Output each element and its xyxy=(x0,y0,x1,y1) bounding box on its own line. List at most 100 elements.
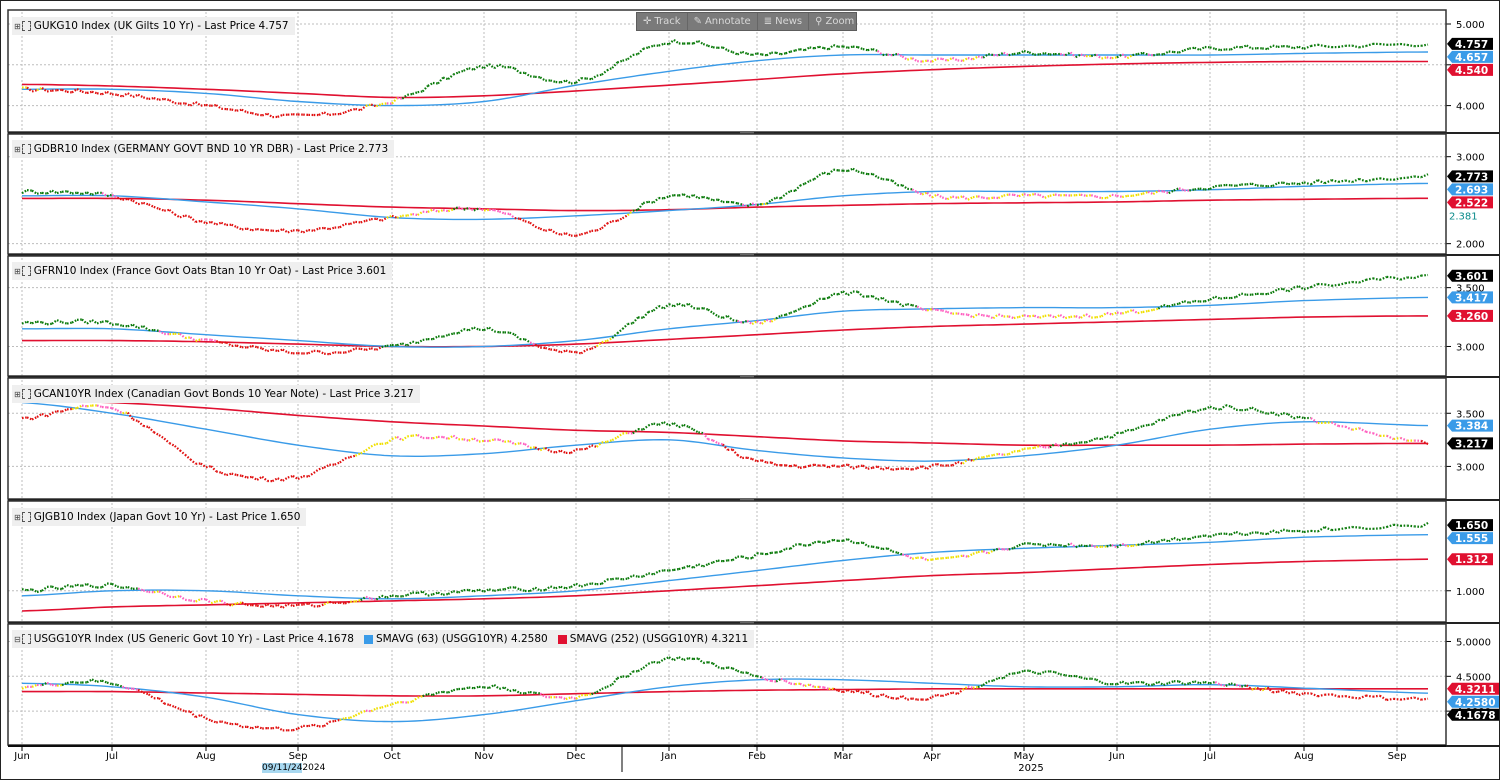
price-segment xyxy=(1310,43,1319,48)
zoom-button[interactable]: ⚲ Zoom xyxy=(809,13,860,30)
annotate-button[interactable]: ✎ Annotate xyxy=(688,13,758,30)
price-segment xyxy=(911,304,918,308)
price-segment xyxy=(1044,194,1051,199)
price-segment xyxy=(1241,292,1247,296)
zoom-label: Zoom xyxy=(825,16,855,27)
price-segment xyxy=(473,326,480,331)
value-label-last-bg xyxy=(1447,37,1493,50)
price-segment xyxy=(693,657,699,661)
panel-title-gfrn10[interactable]: ⊞ GFRN10 Index (France Govt Oats Btan 10… xyxy=(12,262,393,280)
panel-title-gukg10[interactable]: ⊞ GUKG10 Index (UK Gilts 10 Yr) - Last P… xyxy=(12,17,295,35)
price-segment xyxy=(946,56,953,62)
price-segment xyxy=(132,199,139,206)
price-segment xyxy=(663,656,670,661)
price-segment xyxy=(891,179,899,187)
select-box-icon[interactable] xyxy=(21,512,31,522)
select-box-icon[interactable] xyxy=(21,144,31,154)
annotate-label: Annotate xyxy=(704,16,751,27)
price-segment xyxy=(1049,193,1056,197)
price-segment xyxy=(637,428,644,431)
price-segment xyxy=(1085,194,1092,197)
price-segment xyxy=(1288,182,1294,186)
price-segment xyxy=(847,538,854,544)
price-segment xyxy=(205,598,212,605)
price-segment xyxy=(1331,283,1339,287)
select-box-icon[interactable] xyxy=(21,266,31,276)
price-segment xyxy=(339,601,346,605)
price-segment xyxy=(478,588,485,593)
price-segment xyxy=(590,74,598,81)
panel-resize-handle xyxy=(740,253,754,256)
highlight-date-year: 2024 xyxy=(302,763,326,773)
price-segment xyxy=(106,681,113,686)
price-segment xyxy=(887,695,893,700)
price-segment xyxy=(231,602,238,607)
price-segment xyxy=(473,685,480,690)
panel-title-gdbr10[interactable]: ⊞ GDBR10 Index (GERMANY GOVT BND 10 YR D… xyxy=(12,140,395,158)
price-segment xyxy=(1121,53,1128,60)
news-button[interactable]: ≣ News xyxy=(758,13,810,30)
news-icon: ≣ xyxy=(763,16,773,27)
price-segment xyxy=(794,307,801,313)
select-box-icon[interactable] xyxy=(21,634,31,644)
price-segment xyxy=(982,680,989,686)
price-segment xyxy=(360,595,367,602)
price-segment xyxy=(692,40,699,45)
price-segment xyxy=(931,557,938,561)
price-segment xyxy=(1142,681,1149,686)
price-segment xyxy=(601,685,608,691)
price-segment xyxy=(1199,187,1205,191)
price-segment xyxy=(41,586,48,592)
price-segment xyxy=(1049,542,1056,546)
price-segment xyxy=(1266,529,1274,536)
price-segment xyxy=(122,411,128,415)
collapse-icon[interactable]: ⊟ xyxy=(14,634,21,644)
panel-title-gcan10yr[interactable]: ⊞ GCAN10YR Index (Canadian Govt Bonds 10… xyxy=(12,385,420,403)
expand-icon[interactable]: ⊞ xyxy=(14,389,21,399)
price-segment xyxy=(663,195,670,200)
price-segment xyxy=(1178,187,1185,192)
price-segment xyxy=(163,437,171,444)
price-segment xyxy=(1188,680,1195,685)
expand-icon[interactable]: ⊞ xyxy=(14,512,21,522)
expand-icon[interactable]: ⊞ xyxy=(14,21,21,31)
price-segment xyxy=(447,434,454,440)
price-segment xyxy=(463,686,469,690)
price-segment xyxy=(1142,309,1149,314)
price-segment xyxy=(287,351,294,355)
price-segment xyxy=(678,656,685,661)
price-segment xyxy=(1132,426,1139,432)
price-segment xyxy=(360,347,367,351)
price-segment xyxy=(790,464,796,468)
price-segment xyxy=(872,545,878,549)
price-segment xyxy=(683,423,689,428)
price-segment xyxy=(852,541,858,545)
price-segment xyxy=(1137,424,1144,430)
price-segment xyxy=(1209,680,1216,685)
price-segment xyxy=(1298,285,1305,291)
price-segment xyxy=(678,566,684,571)
select-box-icon[interactable] xyxy=(21,21,31,31)
price-segment xyxy=(761,53,767,57)
expand-icon[interactable]: ⊞ xyxy=(14,266,21,276)
panel-title-usgg10yr[interactable]: ⊟ USGG10YR Index (US Generic Govt 10 Yr)… xyxy=(12,630,755,648)
price-segment xyxy=(1116,53,1123,59)
expand-icon[interactable]: ⊞ xyxy=(14,144,21,154)
price-segment xyxy=(842,290,849,297)
price-segment xyxy=(611,677,619,686)
price-segment xyxy=(1101,681,1108,686)
price-segment xyxy=(698,431,704,435)
price-segment xyxy=(524,691,531,695)
select-box-icon[interactable] xyxy=(21,389,31,399)
value-label-sma252-bg xyxy=(1447,682,1500,695)
price-segment xyxy=(1199,408,1205,411)
price-segment xyxy=(732,319,738,322)
price-segment xyxy=(887,53,893,57)
panel-title-gjgb10[interactable]: ⊞ GJGB10 Index (Japan Govt 10 Yr) - Last… xyxy=(12,508,307,526)
price-segment xyxy=(1069,542,1077,549)
price-segment xyxy=(46,681,53,687)
price-segment xyxy=(585,229,592,235)
track-button[interactable]: ✛ Track xyxy=(637,13,688,30)
price-segment xyxy=(972,551,979,555)
